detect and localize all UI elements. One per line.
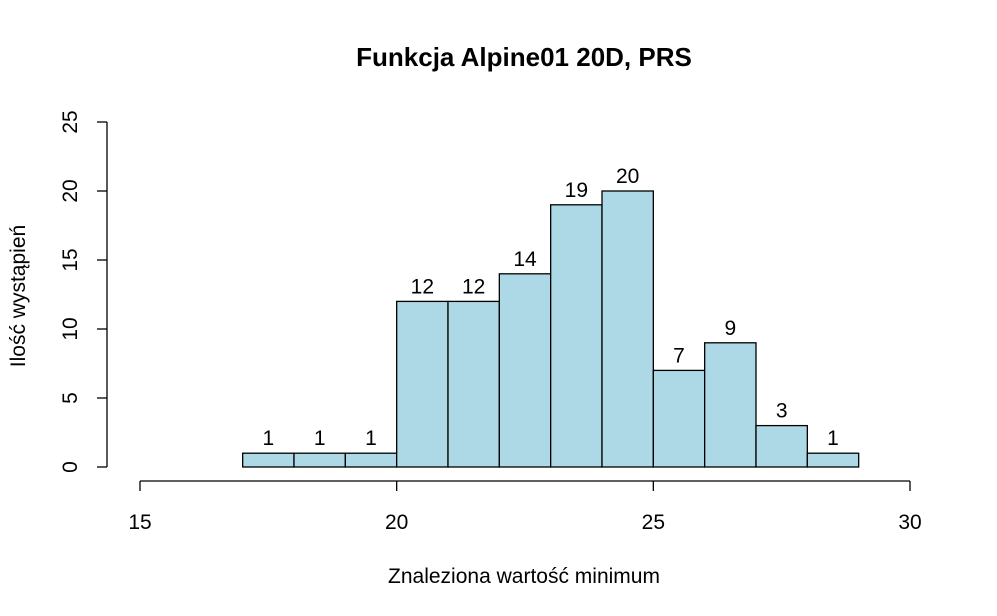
histogram-bar — [242, 452, 295, 468]
histogram-bar — [704, 342, 757, 468]
bar-count-label: 1 — [365, 427, 377, 450]
histogram-bar — [601, 190, 654, 468]
bar-count-label: 12 — [462, 275, 485, 298]
x-axis: 15 20 25 30 — [128, 480, 922, 534]
x-tick-label: 20 — [385, 511, 408, 534]
x-tick-label: 15 — [128, 511, 151, 534]
y-axis: 0 5 10 15 20 25 — [59, 110, 108, 473]
y-tick-label: 15 — [59, 248, 82, 271]
y-tick-label: 5 — [59, 392, 82, 404]
bars-layer: 1 1 1 12 12 14 19 20 7 9 3 1 — [242, 165, 860, 468]
bar-count-label: 19 — [565, 179, 588, 202]
y-tick-label: 25 — [59, 110, 82, 133]
y-tick-label: 10 — [59, 317, 82, 340]
x-tick-label: 25 — [642, 511, 665, 534]
histogram-bar — [396, 300, 449, 468]
histogram-bar — [755, 424, 808, 468]
bar-count-label: 3 — [776, 400, 788, 423]
chart-title: Funkcja Alpine01 20D, PRS — [356, 42, 692, 72]
bar-count-label: 20 — [616, 165, 639, 188]
bar-count-label: 9 — [724, 317, 736, 340]
histogram-bar — [652, 369, 706, 468]
histogram-bar — [344, 452, 398, 468]
bar-count-label: 14 — [513, 248, 537, 271]
bar-count-label: 1 — [314, 427, 326, 450]
y-axis-label: Ilość wystąpień — [7, 225, 30, 367]
y-tick-label: 20 — [59, 179, 82, 202]
bar-count-label: 1 — [827, 427, 839, 450]
x-axis-label: Znaleziona wartość minimum — [388, 565, 660, 588]
histogram-bar — [498, 273, 552, 468]
histogram-bar — [550, 204, 603, 468]
x-tick-label: 30 — [898, 511, 921, 534]
histogram-bar — [447, 300, 500, 468]
bar-count-label: 7 — [673, 344, 685, 367]
bar-count-label: 1 — [262, 427, 274, 450]
histogram-bar — [806, 452, 860, 468]
y-tick-label: 0 — [59, 461, 82, 473]
bar-count-label: 12 — [411, 275, 434, 298]
histogram-bar — [293, 452, 346, 468]
